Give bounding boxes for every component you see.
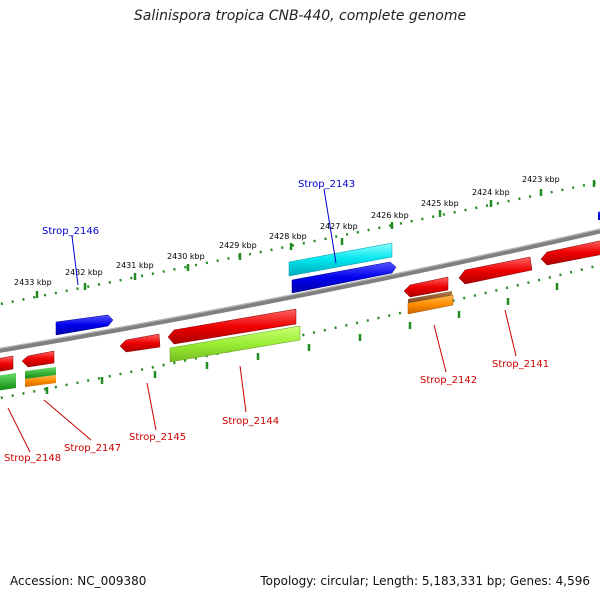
gene-strop-2147[interactable]: [21, 350, 55, 368]
genome-summary-text: Topology: circular; Length: 5,183,331 bp…: [260, 574, 590, 588]
tick-label: 2428 kbp: [269, 232, 307, 241]
gene-strop-2144-green[interactable]: [169, 325, 301, 363]
gene-strop-2143-cyan[interactable]: [288, 242, 393, 277]
inner-major-ticks: [45, 283, 559, 394]
major-ticks: [35, 180, 596, 298]
accession-text: Accession: NC_009380: [10, 574, 147, 588]
reverse-features: [0, 240, 600, 391]
gene-strop-2144[interactable]: [167, 308, 297, 345]
gene-strop-2146[interactable]: [55, 314, 114, 336]
gene-label-strop-2141[interactable]: Strop_2141: [492, 359, 549, 370]
gene-label-strop-2144[interactable]: Strop_2144: [222, 416, 279, 427]
gene-strop-2143[interactable]: [291, 261, 397, 294]
gene-label-strop-2147[interactable]: Strop_2147: [64, 443, 121, 454]
map-title: Salinispora tropica CNB-440, complete ge…: [133, 8, 467, 24]
gene-label-strop-2146[interactable]: Strop_2146: [42, 226, 99, 237]
tick-label: 2426 kbp: [371, 211, 409, 220]
gene-strop-2148-green[interactable]: [0, 373, 16, 391]
gene-strop-2141b[interactable]: [540, 240, 600, 266]
gene-label-strop-2148[interactable]: Strop_2148: [4, 453, 61, 464]
tick-label: 2429 kbp: [219, 241, 257, 250]
tick-label: 2430 kbp: [167, 252, 205, 261]
tick-label: 2424 kbp: [472, 188, 510, 197]
inner-tick-ring: [0, 263, 600, 400]
gene-labels: Strop_2143 Strop_2146 Strop_2141 Strop_2…: [4, 179, 549, 464]
leader-lines: [7, 188, 517, 453]
gene-strop-2142-orange[interactable]: [407, 294, 454, 315]
tick-label: 2432 kbp: [65, 268, 103, 277]
tick-label: 2425 kbp: [421, 199, 459, 208]
gene-strop-2147-orange[interactable]: [25, 375, 56, 387]
tick-labels: 2433 kbp 2432 kbp 2431 kbp 2430 kbp 2429…: [14, 175, 560, 287]
gene-strop-2145[interactable]: [119, 333, 161, 353]
outer-tick-ring: [0, 180, 600, 306]
gene-strop-2141[interactable]: [458, 256, 533, 285]
genome-backbone: [0, 228, 600, 353]
tick-label: 2431 kbp: [116, 261, 154, 270]
tick-label: 2427 kbp: [320, 222, 358, 231]
tick-label: 2433 kbp: [14, 278, 52, 287]
gene-strop-2148[interactable]: [0, 355, 14, 372]
tick-label: 2423 kbp: [522, 175, 560, 184]
forward-features: [55, 211, 600, 336]
gene-label-strop-2142[interactable]: Strop_2142: [420, 375, 477, 386]
gene-label-strop-2143[interactable]: Strop_2143: [298, 179, 355, 190]
gene-strop-2142-brown[interactable]: [408, 291, 452, 303]
gene-label-strop-2145[interactable]: Strop_2145: [129, 432, 186, 443]
gene-strop-2142[interactable]: [403, 276, 449, 298]
